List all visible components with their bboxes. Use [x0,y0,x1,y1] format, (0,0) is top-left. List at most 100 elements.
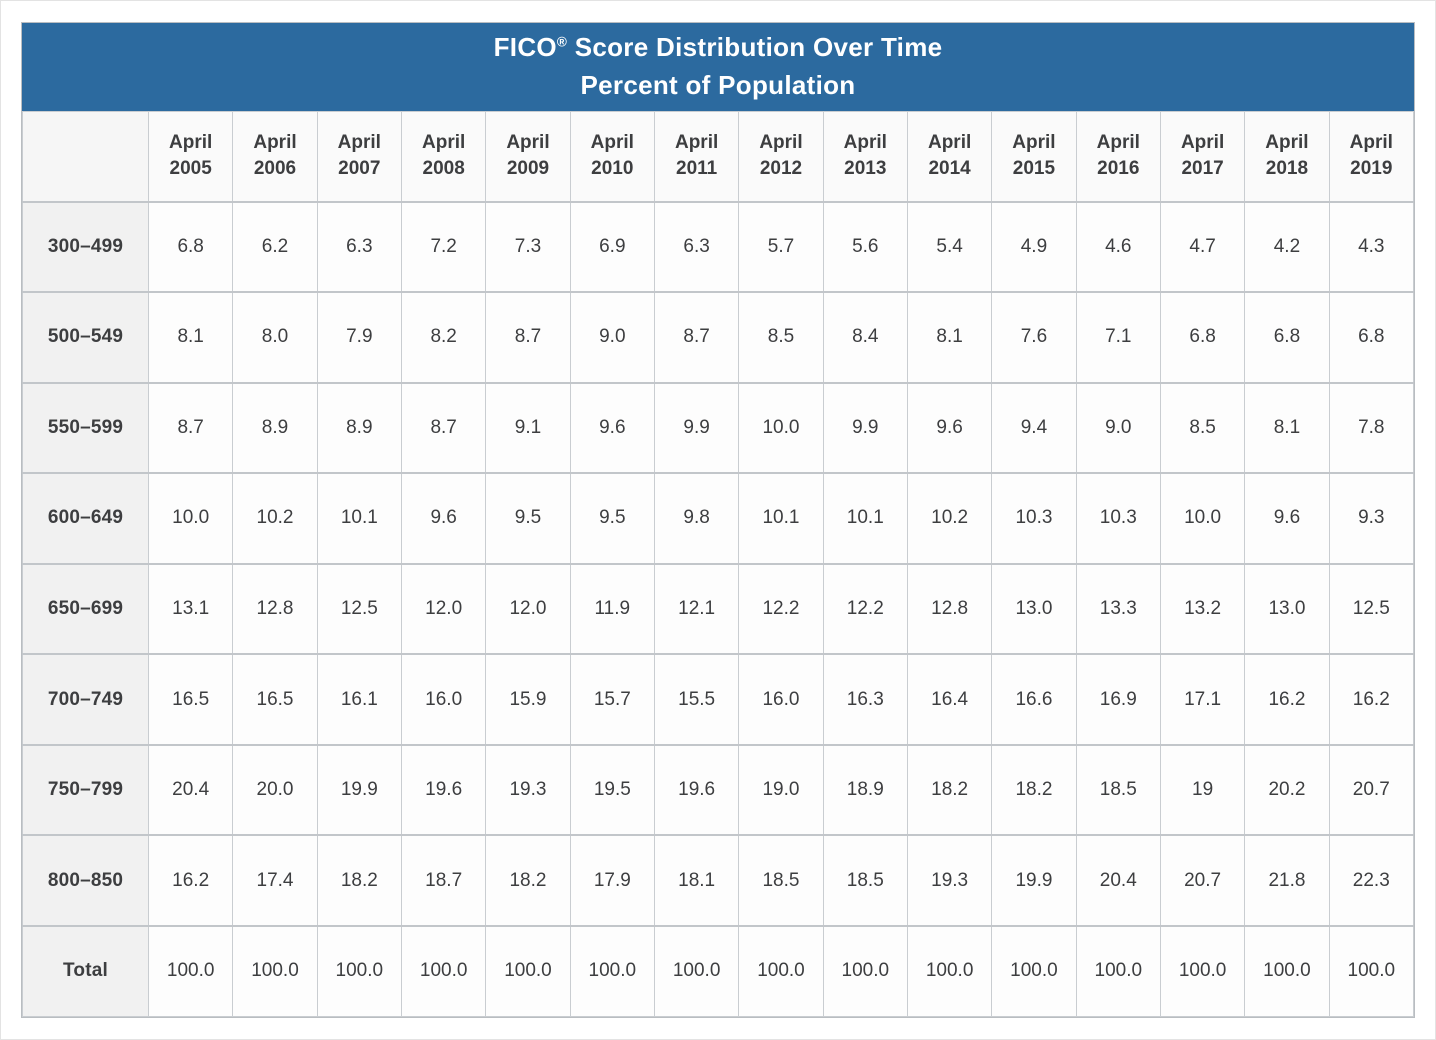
table-row: 800–850 16.2 17.4 18.2 18.7 18.2 17.9 18.1 18.5 1… [22,834,1415,927]
data-cell: 21.8 [1244,834,1330,927]
data-cell: 18.7 [400,834,487,927]
table-row: 600–649 10.0 10.2 10.1 9.6 9.5 9.5 9.8 10.1 10.1 1… [22,472,1415,565]
data-cell: 7.1 [1075,291,1161,384]
data-cell: 8.7 [147,382,234,474]
data-cell: 9.0 [1075,382,1161,474]
data-cell: 9.8 [653,472,740,565]
data-cell: 15.9 [485,653,571,746]
data-cell: 10.1 [822,472,908,565]
row-label: 600–649 [22,472,149,565]
data-cell: 13.3 [1075,563,1161,655]
data-cell: 16.0 [738,653,824,746]
column-header: April 2010 [569,111,655,202]
data-cell: 4.3 [1328,201,1415,293]
data-cell: 6.3 [316,201,402,293]
data-cell: 10.2 [232,472,318,565]
table-subtitle: Percent of Population [580,70,856,100]
column-header: April 2012 [738,111,824,202]
data-cell: 9.6 [569,382,655,474]
data-cell: 16.6 [991,653,1077,746]
data-cell: 8.5 [1159,382,1246,474]
data-cell: 16.0 [400,653,487,746]
table-row: 300–499 6.8 6.2 6.3 7.2 7.3 6.9 6.3 5.7 5.6 5.4 4.9… [22,201,1415,293]
data-cell: 12.5 [1328,563,1415,655]
data-cell: 16.9 [1075,653,1161,746]
data-cell: 10.3 [1075,472,1161,565]
data-cell: 7.3 [485,201,571,293]
row-label: Total [22,925,149,1017]
data-cell: 12.8 [232,563,318,655]
data-cell: 8.1 [147,291,234,384]
data-cell: 19 [1159,744,1246,836]
data-cell: 18.5 [738,834,824,927]
fico-table-card: FICO® Score Distribution Over Time Perce… [21,22,1415,1018]
data-cell: 17.9 [569,834,655,927]
data-cell: 8.7 [485,291,571,384]
data-cell: 9.6 [400,472,487,565]
row-label: 750–799 [22,744,149,836]
data-cell: 100.0 [738,925,824,1017]
data-cell: 19.6 [653,744,740,836]
data-cell: 11.9 [569,563,655,655]
data-cell: 16.2 [1328,653,1415,746]
data-cell: 19.0 [738,744,824,836]
data-cell: 6.8 [1328,291,1415,384]
data-cell: 20.2 [1244,744,1330,836]
data-cell: 10.2 [906,472,993,565]
data-cell: 9.1 [485,382,571,474]
data-cell: 22.3 [1328,834,1415,927]
table-row: Total 100.0 100.0 100.0 100.0 100.0 100.0 100.0… [22,925,1415,1017]
data-cell: 7.9 [316,291,402,384]
title-rest: Score Distribution Over Time [567,32,943,63]
data-cell: 8.7 [400,382,487,474]
column-header: April 2011 [653,111,740,202]
data-cell: 12.1 [653,563,740,655]
column-header: April 2008 [400,111,487,202]
data-cell: 15.7 [569,653,655,746]
data-cell: 13.0 [991,563,1077,655]
data-cell: 9.6 [906,382,993,474]
data-cell: 18.2 [991,744,1077,836]
data-cell: 5.4 [906,201,993,293]
data-cell: 12.2 [738,563,824,655]
data-cell: 8.1 [1244,382,1330,474]
data-cell: 8.5 [738,291,824,384]
table-row: 500–549 8.1 8.0 7.9 8.2 8.7 9.0 8.7 8.5 8.4 8.1 7.6… [22,291,1415,384]
table-title-bar: FICO® Score Distribution Over Time Perce… [22,23,1414,111]
data-cell: 8.2 [400,291,487,384]
data-cell: 12.8 [906,563,993,655]
data-cell: 9.5 [485,472,571,565]
data-cell: 10.0 [1159,472,1246,565]
registered-trademark-symbol: ® [556,34,568,50]
table-row: 750–799 20.4 20.0 19.9 19.6 19.3 19.5 19.6 19.0 1… [22,744,1415,836]
column-header: April 2005 [147,111,234,202]
data-cell: 100.0 [400,925,487,1017]
brand-name: FICO [493,32,557,63]
table-body: 300–499 6.8 6.2 6.3 7.2 7.3 6.9 6.3 5.7 5.6 5.4 4.9… [22,201,1415,1017]
data-cell: 8.9 [232,382,318,474]
data-cell: 8.1 [906,291,993,384]
data-cell: 12.2 [822,563,908,655]
data-cell: 4.7 [1159,201,1246,293]
data-cell: 8.4 [822,291,908,384]
data-cell: 6.8 [147,201,234,293]
data-cell: 16.3 [822,653,908,746]
data-cell: 19.3 [485,744,571,836]
column-header: April 2019 [1328,111,1415,202]
data-cell: 7.6 [991,291,1077,384]
row-label: 550–599 [22,382,149,474]
column-header: April 2009 [485,111,571,202]
data-cell: 12.5 [316,563,402,655]
data-cell: 9.5 [569,472,655,565]
data-cell: 19.9 [316,744,402,836]
data-cell: 9.4 [991,382,1077,474]
data-cell: 10.1 [316,472,402,565]
data-cell: 18.2 [485,834,571,927]
data-cell: 18.1 [653,834,740,927]
data-cell: 16.2 [147,834,234,927]
data-cell: 6.3 [653,201,740,293]
data-cell: 8.0 [232,291,318,384]
data-cell: 100.0 [991,925,1077,1017]
column-header: April 2015 [991,111,1077,202]
data-cell: 100.0 [822,925,908,1017]
